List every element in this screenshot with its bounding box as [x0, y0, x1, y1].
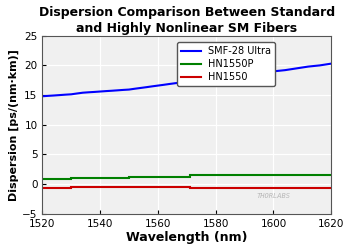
SMF-28 Ultra: [329, 62, 333, 65]
HN1550P: [40, 177, 44, 180]
Title: Dispersion Comparison Between Standard
and Highly Nonlinear SM Fibers: Dispersion Comparison Between Standard a…: [39, 6, 335, 34]
Text: THORLABS: THORLABS: [257, 193, 290, 199]
HN1550P: [69, 177, 73, 180]
SMF-28 Ultra: [127, 88, 131, 91]
X-axis label: Wavelength (nm): Wavelength (nm): [126, 232, 247, 244]
SMF-28 Ultra: [231, 76, 235, 80]
SMF-28 Ultra: [133, 87, 137, 90]
HN1550: [69, 186, 73, 190]
Line: SMF-28 Ultra: SMF-28 Ultra: [42, 64, 331, 96]
SMF-28 Ultra: [40, 95, 44, 98]
SMF-28 Ultra: [323, 63, 328, 66]
Legend: SMF-28 Ultra, HN1550P, HN1550: SMF-28 Ultra, HN1550P, HN1550: [177, 42, 275, 86]
SMF-28 Ultra: [248, 74, 252, 78]
Y-axis label: Dispersion [ps/(nm·km)]: Dispersion [ps/(nm·km)]: [9, 49, 19, 201]
SMF-28 Ultra: [104, 90, 108, 92]
HN1550: [40, 186, 44, 190]
